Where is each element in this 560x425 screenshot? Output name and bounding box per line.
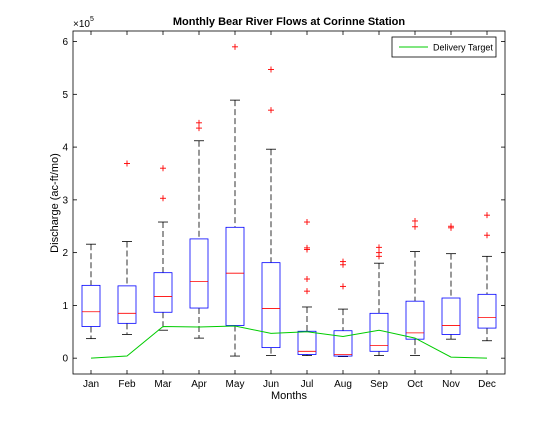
y-exponent-power: 5 <box>90 16 94 23</box>
outlier-marker <box>304 276 310 283</box>
x-tick-label: Jun <box>263 379 279 390</box>
x-axis-label: Months <box>271 390 308 402</box>
plot-frame <box>72 30 506 375</box>
outlier-marker <box>304 219 310 226</box>
box-iqr <box>333 330 353 357</box>
y-tick-label: 6 <box>62 37 68 48</box>
x-tick-label: Apr <box>191 379 207 390</box>
box-iqr <box>81 284 101 327</box>
outlier-marker <box>340 258 346 265</box>
outlier-marker <box>232 43 238 50</box>
outlier-marker <box>304 288 310 295</box>
outlier-marker <box>376 244 382 251</box>
y-tick-label: 1 <box>62 301 68 312</box>
box-iqr <box>441 297 461 335</box>
x-tick-label: Aug <box>334 379 352 390</box>
y-tick-label: 4 <box>62 143 68 154</box>
x-tick-label: Feb <box>118 379 136 390</box>
legend-label: Delivery Target <box>433 43 493 53</box>
y-tick-label: 5 <box>62 90 68 101</box>
delivery-target-line <box>90 325 488 359</box>
box-iqr <box>297 330 317 355</box>
box-iqr <box>261 262 281 349</box>
y-exponent-base: ×10 <box>73 19 90 30</box>
chart-title: Monthly Bear River Flows at Corinne Stat… <box>173 16 406 28</box>
outlier-marker <box>376 249 382 256</box>
outlier-marker <box>412 217 418 224</box>
x-tick-label: Jan <box>83 379 99 390</box>
outlier-marker <box>304 244 310 251</box>
outlier-marker <box>124 160 130 167</box>
x-tick-label: May <box>226 379 245 390</box>
y-tick-label: 2 <box>62 248 68 259</box>
box-iqr <box>477 293 497 329</box>
outlier-marker <box>484 232 490 239</box>
outlier-marker <box>196 119 202 126</box>
x-tick-label: Nov <box>442 379 460 390</box>
outlier-marker <box>412 223 418 230</box>
y-axis-label: Discharge (ac-ft/mo) <box>49 153 61 253</box>
x-tick-label: Dec <box>478 379 496 390</box>
axes: 0 1 2 3 4 5 6 Jan Feb Mar Apr May Jun Jul Aug Sep Oct Nov… <box>62 30 506 390</box>
outlier-marker <box>268 66 274 73</box>
plot-area <box>81 43 497 359</box>
box-iqr <box>189 238 209 309</box>
x-tick-label: Sep <box>370 379 388 390</box>
legend-box <box>391 36 497 58</box>
outlier-marker <box>160 165 166 172</box>
box-iqr <box>225 226 245 326</box>
outlier-marker <box>268 107 274 114</box>
outlier-marker <box>160 195 166 202</box>
outlier-marker <box>340 283 346 290</box>
y-tick-label: 0 <box>62 354 68 365</box>
box-iqr <box>117 285 137 324</box>
y-tick-label: 3 <box>62 195 68 206</box>
x-tick-label: Oct <box>407 379 423 390</box>
box-iqr <box>405 300 425 340</box>
outlier-marker <box>484 212 490 219</box>
x-tick-label: Jul <box>301 379 314 390</box>
outlier-marker <box>448 223 454 230</box>
x-tick-label: Mar <box>154 379 172 390</box>
outlier-marker <box>196 125 202 132</box>
box-iqr <box>153 272 173 313</box>
legend: Delivery Target <box>391 36 497 58</box>
